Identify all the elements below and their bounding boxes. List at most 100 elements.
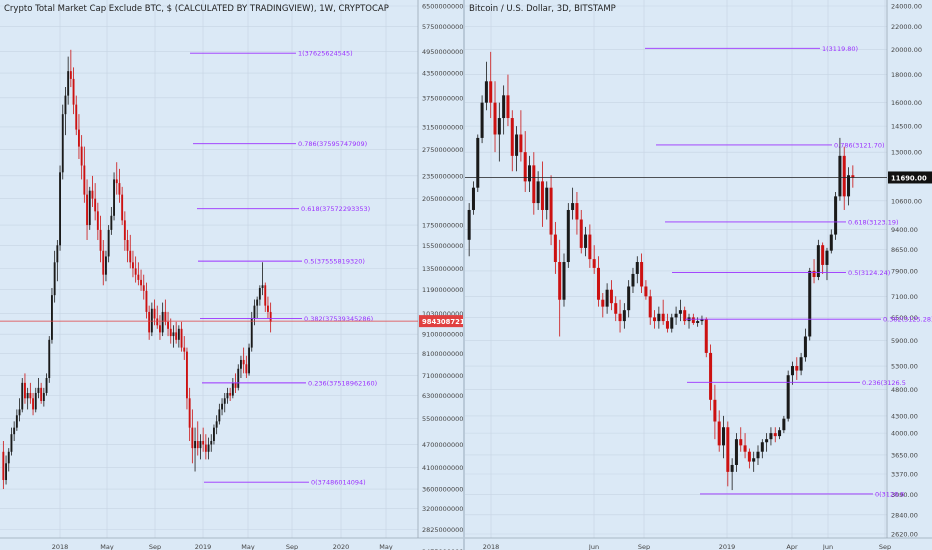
candle-body [134, 268, 137, 275]
candle-body [175, 332, 178, 340]
y-tick-label: 119000000000 [422, 286, 463, 294]
candle-body [40, 387, 43, 401]
candle-body [156, 318, 159, 326]
candle-body [188, 398, 191, 428]
candle [218, 403, 221, 425]
left-chart-canvas[interactable]: 650000000000 575000000000 495000000000 4350… [0, 0, 463, 550]
candle-body [83, 165, 86, 195]
candle [175, 321, 178, 344]
candle-body [261, 285, 264, 289]
candle-body [177, 328, 180, 340]
candle-body [256, 299, 259, 306]
y-tick-label: 155000000000 [422, 242, 463, 250]
candle [13, 421, 16, 442]
candle-body [145, 290, 148, 312]
candle [596, 256, 600, 307]
candle [256, 296, 259, 319]
candle [167, 311, 169, 337]
candle [752, 451, 756, 472]
candle [10, 427, 13, 456]
candle-body [631, 273, 635, 287]
fib-level-label: 0.618(37572293353) [301, 205, 370, 213]
candle [64, 87, 67, 136]
candle-body [618, 313, 622, 322]
candle [467, 203, 471, 257]
candle-body [540, 181, 544, 210]
candle [142, 274, 145, 300]
candle [129, 234, 132, 269]
candle-body [657, 313, 661, 322]
candle [851, 165, 855, 188]
right-chart-canvas[interactable]: 24000.00 22000.00 20000.00 18000.00 16000.00… [465, 0, 932, 550]
candle [605, 283, 609, 314]
candle [592, 245, 596, 274]
candle-body [480, 102, 484, 138]
candle [37, 378, 40, 399]
candle-body [592, 259, 596, 268]
fib-level-label: 0.786(3121.70) [834, 141, 885, 149]
candle-body [88, 190, 91, 226]
candle-body [773, 433, 777, 437]
candle-body [566, 209, 570, 263]
candle [213, 424, 215, 445]
candle-body [584, 234, 588, 248]
candle-body [752, 458, 756, 462]
candle [571, 187, 575, 220]
y-tick-label: 24750000000 [422, 548, 463, 550]
candle-body [121, 194, 124, 221]
y-tick-label: 16000.00 [891, 99, 922, 107]
candle [644, 280, 648, 300]
candle [821, 242, 825, 274]
y-tick-label: 5300.00 [891, 363, 918, 371]
x-tick-label: 2019 [195, 543, 212, 550]
y-tick-label: 47000000000 [422, 441, 463, 449]
y-tick-label: 3370.00 [891, 470, 918, 478]
candle [825, 247, 829, 281]
candle-body [213, 427, 215, 442]
candle-body [48, 339, 51, 379]
candle-body [5, 463, 7, 481]
candle [207, 437, 210, 460]
candle-body [467, 209, 471, 240]
candle-body [825, 250, 829, 265]
candle [132, 250, 134, 278]
candle-body [644, 286, 648, 297]
candle [670, 313, 674, 333]
panel-divider[interactable] [463, 0, 465, 550]
left-chart-panel[interactable]: 650000000000 575000000000 495000000000 4350… [0, 0, 463, 550]
candle [261, 262, 264, 296]
candle [107, 225, 110, 263]
candle-body [210, 441, 213, 445]
candle [510, 110, 514, 172]
y-tick-label: 3090.00 [891, 491, 918, 499]
candle-body [78, 129, 80, 147]
y-tick-label: 63000000000 [422, 392, 463, 400]
candle [622, 303, 626, 329]
candle [80, 135, 83, 180]
fib-level-label: 0.5(3124.24) [848, 269, 890, 277]
right-chart-panel[interactable]: 24000.00 22000.00 20000.00 18000.00 16000.00… [465, 0, 932, 550]
x-tick-label: 2018 [52, 543, 69, 550]
candle-body [816, 245, 820, 278]
y-tick-label: 18000.00 [891, 71, 922, 79]
candle [579, 209, 583, 254]
candle-body [186, 351, 188, 399]
candle [778, 427, 782, 440]
candle [2, 441, 5, 490]
candle-body [32, 398, 34, 410]
candle [102, 240, 105, 286]
candle [245, 355, 248, 379]
y-tick-label: 28250000000 [422, 526, 463, 534]
candle [223, 392, 226, 413]
y-tick-label: 9400.00 [891, 226, 918, 234]
candle-body [105, 256, 107, 275]
x-tick-label: Jun [588, 543, 599, 550]
candle-body [61, 114, 64, 173]
candle [161, 302, 164, 337]
candle-body [183, 347, 186, 352]
candle [528, 155, 532, 192]
candle-body [635, 262, 639, 274]
candle [53, 250, 56, 303]
candle [640, 253, 644, 294]
candle [687, 313, 691, 329]
